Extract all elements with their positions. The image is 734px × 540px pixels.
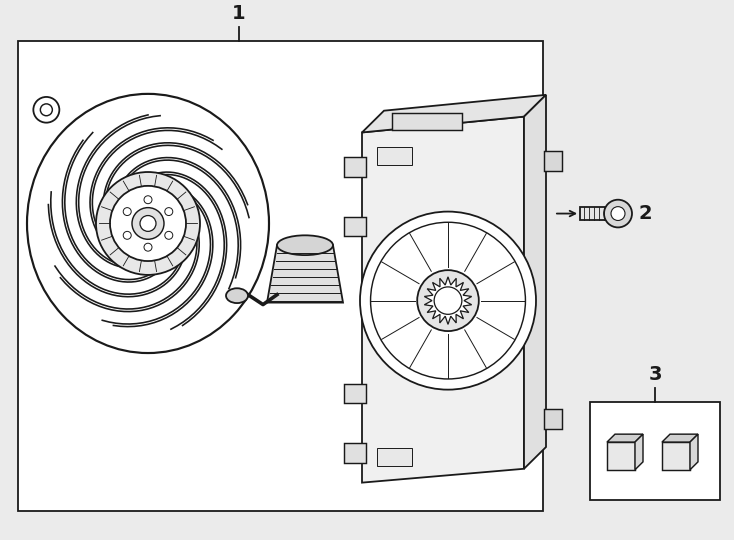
- Bar: [344, 443, 366, 463]
- Ellipse shape: [96, 172, 200, 275]
- Bar: [344, 217, 366, 237]
- Polygon shape: [362, 95, 546, 132]
- Polygon shape: [362, 117, 524, 483]
- Bar: [544, 151, 562, 171]
- Ellipse shape: [371, 222, 526, 379]
- Bar: [377, 147, 412, 165]
- Ellipse shape: [30, 97, 266, 350]
- Bar: [18, 40, 543, 511]
- Bar: [344, 157, 366, 177]
- Polygon shape: [690, 434, 698, 470]
- Circle shape: [604, 200, 632, 227]
- Text: 1: 1: [232, 4, 246, 23]
- Circle shape: [144, 196, 152, 204]
- Bar: [377, 448, 412, 466]
- Circle shape: [165, 207, 172, 215]
- Circle shape: [33, 97, 59, 123]
- Circle shape: [434, 287, 462, 314]
- Ellipse shape: [27, 94, 269, 353]
- Bar: [590, 402, 720, 501]
- Circle shape: [40, 104, 52, 116]
- Text: 2: 2: [638, 204, 652, 223]
- Polygon shape: [635, 434, 643, 470]
- Polygon shape: [662, 434, 698, 442]
- Circle shape: [611, 207, 625, 220]
- Ellipse shape: [110, 186, 186, 261]
- Polygon shape: [607, 434, 643, 442]
- Circle shape: [123, 231, 131, 239]
- Bar: [392, 113, 462, 131]
- Bar: [580, 207, 612, 220]
- Circle shape: [132, 207, 164, 239]
- Bar: [544, 409, 562, 429]
- Polygon shape: [662, 442, 690, 470]
- Ellipse shape: [277, 235, 333, 255]
- Ellipse shape: [417, 270, 479, 331]
- Text: 3: 3: [648, 364, 662, 384]
- Ellipse shape: [226, 288, 248, 303]
- Circle shape: [165, 231, 172, 239]
- Ellipse shape: [360, 212, 536, 390]
- Polygon shape: [524, 95, 546, 469]
- Polygon shape: [607, 442, 635, 470]
- Circle shape: [140, 215, 156, 231]
- Polygon shape: [424, 277, 472, 325]
- Circle shape: [123, 207, 131, 215]
- Circle shape: [144, 243, 152, 251]
- Bar: [344, 384, 366, 403]
- Polygon shape: [267, 245, 343, 302]
